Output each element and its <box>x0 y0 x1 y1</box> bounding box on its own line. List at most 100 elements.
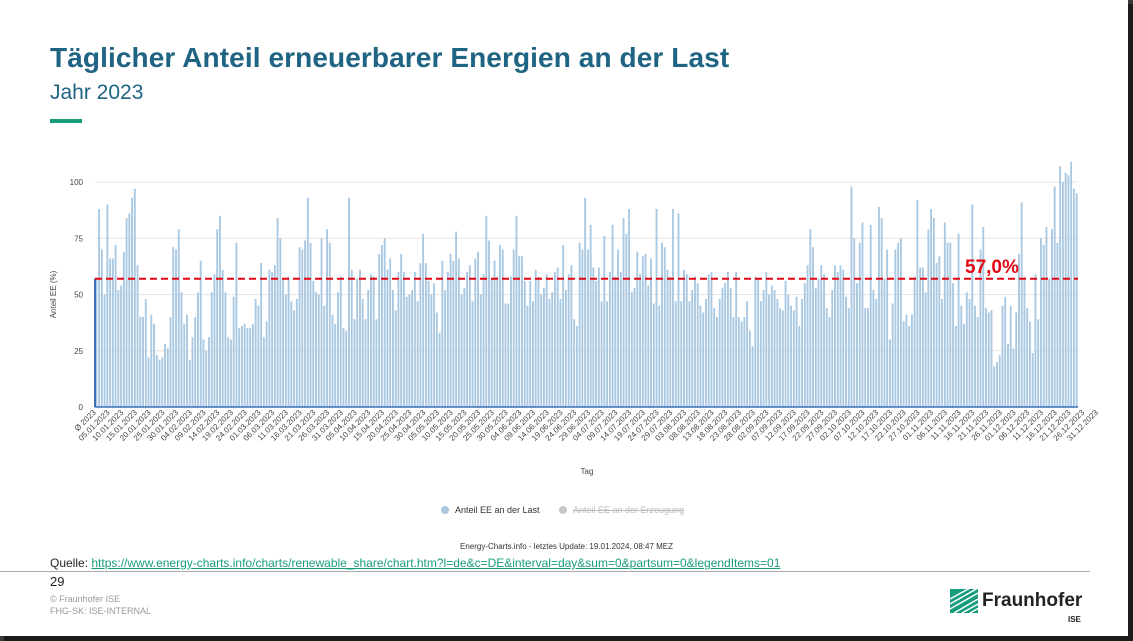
bar-day <box>169 317 172 407</box>
bar-day <box>707 274 710 407</box>
bar-day <box>927 229 930 407</box>
bar-day <box>186 314 188 407</box>
bar-day <box>724 283 727 407</box>
bar-day <box>427 281 430 407</box>
bar-day <box>144 299 147 407</box>
bar-day <box>199 260 202 407</box>
bar-day <box>575 326 578 407</box>
bar-day <box>1034 274 1037 407</box>
legend-label: Anteil EE an der Erzeugung <box>573 505 685 515</box>
bar-day <box>205 350 208 407</box>
bar-day <box>246 328 249 407</box>
bar-day <box>636 251 639 407</box>
bar-day <box>155 355 158 407</box>
bar-day <box>183 323 186 407</box>
bar-day <box>504 303 507 407</box>
bar-day <box>1053 186 1056 407</box>
bar-day <box>869 224 872 407</box>
bar-day <box>921 267 924 407</box>
bar-day <box>262 337 265 407</box>
bar-day <box>438 332 441 407</box>
bar-day <box>114 245 117 407</box>
bar-day <box>444 290 447 407</box>
bar-day <box>273 265 276 407</box>
bar-day <box>996 362 998 407</box>
bar-day <box>735 272 738 407</box>
bar-day <box>1061 182 1064 407</box>
bar-day <box>902 321 905 407</box>
bar-day <box>941 299 944 407</box>
page-number: 29 <box>50 574 65 589</box>
bar-day <box>872 290 875 407</box>
bar-day <box>501 249 504 407</box>
bar-day <box>359 269 361 407</box>
bar-day <box>490 278 493 407</box>
bar-day <box>106 204 109 407</box>
bar-day <box>754 276 757 407</box>
bar-day <box>553 272 556 407</box>
bar-day <box>435 312 438 407</box>
bar-day <box>823 274 825 407</box>
bar-day <box>699 305 702 407</box>
bar-day <box>304 240 306 407</box>
bar-day <box>567 274 570 407</box>
bar-day <box>748 330 751 407</box>
bar-day <box>817 278 820 407</box>
bar-day <box>482 274 485 407</box>
bar-day <box>1031 353 1034 407</box>
bar-day <box>227 337 230 407</box>
bar-day <box>825 308 828 407</box>
bar-day <box>910 314 913 407</box>
page-title: Täglicher Anteil erneuerbarer Energien a… <box>50 42 730 73</box>
bar-day <box>455 231 458 407</box>
bar-day <box>323 305 326 407</box>
legend-item-generation[interactable]: Anteil EE an der Erzeugung <box>559 505 684 515</box>
bar-day <box>372 276 375 407</box>
bar-day <box>507 303 510 407</box>
bar-day <box>622 218 625 407</box>
footer-divider <box>0 571 1090 572</box>
bar-day <box>661 242 663 407</box>
bar-day <box>776 299 779 407</box>
bar-day <box>570 265 573 407</box>
bar-day <box>949 242 952 407</box>
bar-day <box>647 285 650 407</box>
bar-day <box>284 294 287 407</box>
bar-day <box>842 269 845 407</box>
bar-day <box>326 229 328 407</box>
bar-day <box>729 287 732 407</box>
bar-day <box>153 323 155 407</box>
bar-day <box>499 245 501 407</box>
bar-day <box>617 249 620 407</box>
bar-day <box>578 242 581 407</box>
bar-day <box>161 357 164 407</box>
bar-day <box>584 197 587 407</box>
bar-day <box>383 238 386 407</box>
bar-day <box>309 242 312 407</box>
bar-day <box>150 314 153 407</box>
bar-day <box>109 258 112 407</box>
bar-day <box>974 305 976 407</box>
bar-day <box>1023 276 1026 407</box>
legend-item-load[interactable]: Anteil EE an der Last <box>441 505 540 515</box>
bar-day <box>1045 227 1048 407</box>
bar-day <box>422 233 425 407</box>
bar-day <box>518 256 521 407</box>
bar-day <box>836 272 839 407</box>
bar-day <box>630 292 633 407</box>
bar-average <box>95 278 98 407</box>
bar-day <box>235 242 238 407</box>
bar-day <box>864 308 867 407</box>
average-label: 57,0% <box>965 257 1019 278</box>
bar-day <box>342 328 345 407</box>
source-link[interactable]: https://www.energy-charts.info/charts/re… <box>91 556 781 570</box>
y-tick-label: 75 <box>74 234 83 243</box>
bar-day <box>932 218 935 407</box>
bar-day <box>416 301 419 407</box>
bar-day <box>831 290 834 407</box>
bar-day <box>759 301 762 407</box>
bar-day <box>952 283 954 407</box>
bar-day <box>639 274 641 407</box>
